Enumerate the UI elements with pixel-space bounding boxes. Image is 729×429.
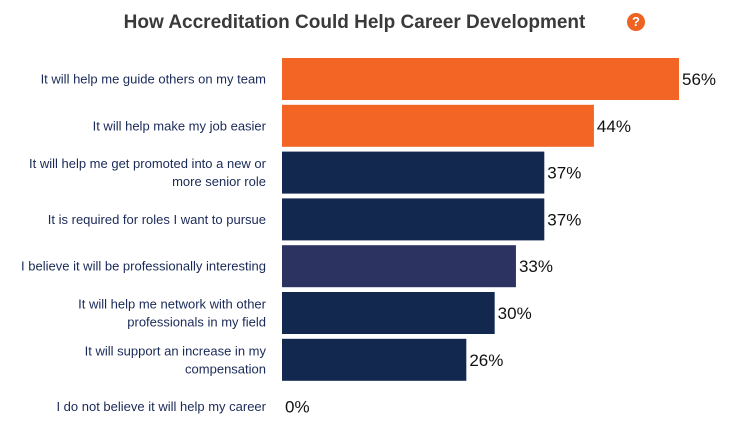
category-label-2: It will help me get promoted into a new …	[29, 156, 267, 189]
bar-6	[282, 338, 467, 381]
category-label-line: It will help me get promoted into a new …	[29, 156, 267, 171]
category-label-line: It will help make my job easier	[93, 118, 267, 133]
category-label-3: It is required for roles I want to pursu…	[48, 212, 266, 227]
bar-0	[282, 58, 679, 100]
bar-4	[282, 245, 516, 288]
category-label-line: compensation	[185, 361, 266, 376]
category-label-line: professionals in my field	[127, 315, 266, 330]
value-label-1: 44%	[597, 117, 631, 136]
category-label-line: more senior role	[172, 174, 266, 189]
category-label-line: I believe it will be professionally inte…	[21, 259, 266, 274]
bar-1	[282, 104, 594, 147]
category-label-1: It will help make my job easier	[93, 118, 267, 133]
value-label-2: 37%	[547, 164, 581, 183]
chart-title-text: How Accreditation Could Help Career Deve…	[123, 12, 586, 33]
bar-2	[282, 151, 545, 194]
category-label-5: It will help me network with other profes…	[78, 297, 267, 330]
value-label-5: 30%	[498, 304, 532, 323]
value-label-3: 37%	[547, 210, 581, 229]
value-label-6: 26%	[469, 351, 503, 370]
value-label-0: 56%	[682, 70, 716, 89]
chart-title: How Accreditation Could Help Career Deve…	[0, 12, 729, 34]
category-label-4: I believe it will be professionally inte…	[21, 259, 266, 274]
category-label-line: It will support an increase in my	[85, 343, 267, 358]
category-label-6: It will support an increase in my compens…	[85, 343, 267, 376]
category-label-line: It will help me guide others on my team	[41, 72, 266, 87]
value-label-4: 33%	[519, 257, 553, 276]
bar-5	[282, 292, 495, 334]
value-label-7: 0%	[285, 398, 310, 417]
help-icon[interactable]: ?	[627, 13, 645, 31]
category-label-line: I do not believe it will help my career	[56, 399, 266, 414]
bar-3	[282, 198, 545, 241]
category-label-line: It will help me network with other	[78, 297, 267, 312]
category-label-0: It will help me guide others on my team	[41, 72, 266, 87]
category-label-7: I do not believe it will help my career	[56, 399, 266, 414]
category-label-line: It is required for roles I want to pursu…	[48, 212, 266, 227]
